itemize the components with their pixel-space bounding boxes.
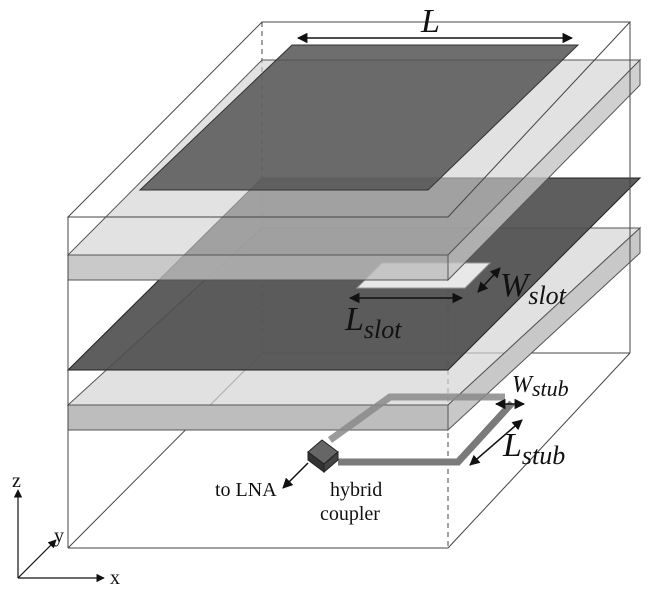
axis-label: z	[12, 470, 21, 492]
stub-width-label: Wstub	[512, 372, 569, 401]
outer-box-front	[66, 21, 632, 549]
label-sub: stub	[532, 376, 569, 401]
label-sub: stub	[522, 441, 565, 470]
patch	[138, 44, 580, 191]
coupler-label: hybrid	[330, 479, 382, 501]
axis-label: y	[54, 525, 64, 547]
slot-length-label: Lslot	[344, 301, 402, 344]
dimension-arrows	[282, 32, 574, 489]
coordinate-axes	[13, 489, 105, 583]
label-main: W	[512, 372, 534, 398]
hybrid-coupler	[307, 439, 339, 474]
label-sub: slot	[364, 315, 402, 344]
slot-width-label: Wslot	[500, 267, 567, 310]
label-sub: slot	[528, 281, 566, 310]
coupler-label: coupler	[320, 503, 380, 525]
label-main: W	[500, 267, 531, 304]
axis-label: x	[110, 567, 120, 587]
output-label: to LNA	[215, 479, 277, 501]
stub-length-label: Lstub	[502, 427, 565, 470]
label-main: L	[344, 301, 364, 338]
patch-length-label: L	[420, 3, 440, 40]
label-main: L	[502, 427, 522, 464]
